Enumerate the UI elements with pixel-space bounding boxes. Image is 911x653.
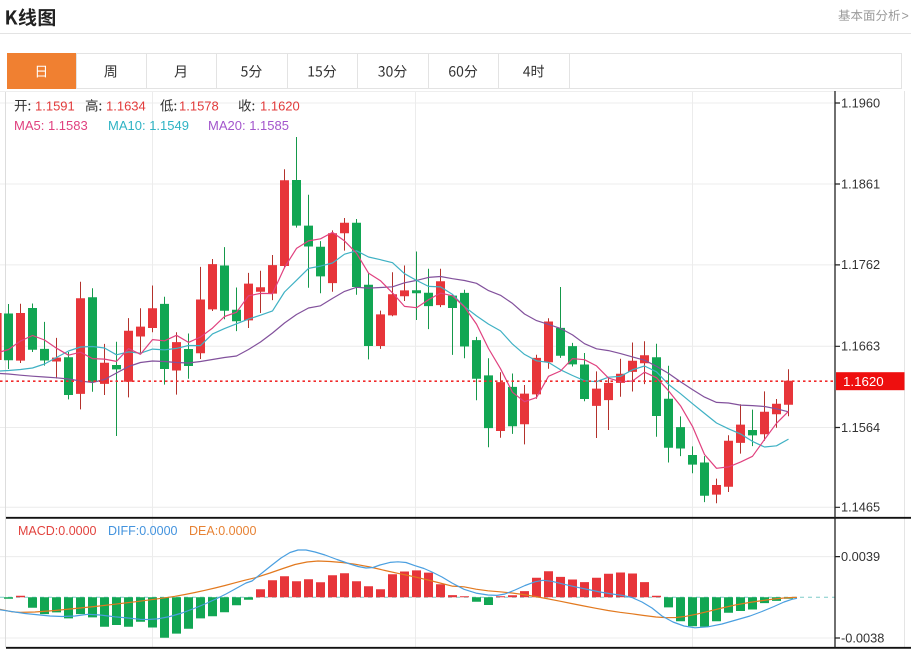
svg-text:1.1762: 1.1762 [841,257,880,272]
svg-text:0.0039: 0.0039 [841,549,880,564]
svg-text:1.1663: 1.1663 [841,339,880,354]
svg-text:1.1861: 1.1861 [841,176,880,191]
svg-text:-0.0038: -0.0038 [841,630,884,645]
svg-text:1.1960: 1.1960 [841,95,880,110]
svg-text:1.1465: 1.1465 [841,500,880,515]
svg-text:1.1578: 1.1578 [179,99,219,114]
svg-text:1.1634: 1.1634 [106,99,146,114]
svg-text:1.1564: 1.1564 [841,420,880,435]
svg-text:1.1620: 1.1620 [260,99,300,114]
svg-text:1.1591: 1.1591 [35,99,75,114]
svg-text:1.1620: 1.1620 [843,374,884,389]
svg-text:>: > [902,9,909,23]
